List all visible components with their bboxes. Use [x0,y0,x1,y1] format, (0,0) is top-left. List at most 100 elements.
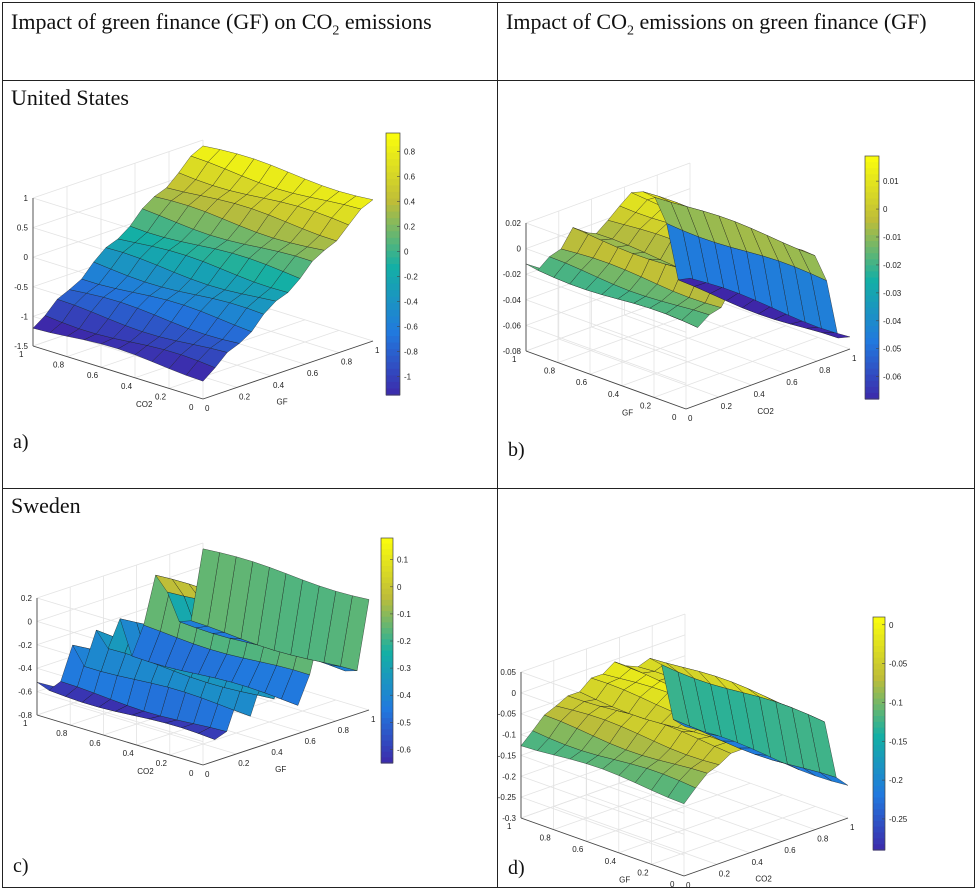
colorbar-2: 0.1 0 -0.1 -0.2 -0.3 -0.4 -0.5 -0.6 [380,537,411,764]
colorbar-band [381,706,393,713]
colorbar-tick-label: 0.2 [404,223,416,232]
colorbar-band [865,156,879,163]
colorbar-band [381,718,393,725]
z-tick-label: -0.05 [498,710,517,719]
colorbar-band [381,628,393,635]
colorbar-band [386,250,400,259]
colorbar-band [873,727,885,735]
colorbar-band [873,622,885,630]
x-axis-line [202,709,370,766]
colorbar-band [381,599,393,607]
colorbar-band [873,762,885,770]
panel-label-b: b) [508,439,525,461]
colorbar-band [381,538,393,545]
y-tick-label: 0.2 [156,759,168,768]
panel-a-cell: United States 0 0.2 0.4 0.6 0.8 1 0 0.2 0.4 0.6 0.… [2,80,498,489]
colorbar-band [865,392,879,400]
y-axis-label: GF [619,876,630,885]
colorbar-band [873,657,885,665]
colorbar-band [381,554,393,562]
y-tick-label: 0.8 [540,834,552,843]
colorbar-frame [864,155,880,400]
header-right-cell: Impact of CO2 emissions on green finance… [497,2,975,81]
colorbar-tick-label: 0 [404,248,409,257]
colorbar-tick-label: -0.05 [883,345,902,354]
colorbar-tick-label: -0.05 [889,660,908,669]
colorbar-tick-label: -0.04 [883,317,902,326]
colorbar-band [865,313,879,321]
colorbar-band [386,342,400,350]
z-tick-label: 0.02 [505,219,521,228]
country-label-us: United States [11,85,129,110]
colorbar-band [873,750,885,758]
colorbar-tick-label: -0.1 [889,698,903,707]
colorbar-band [381,633,393,640]
z-tick-label: 0 [28,617,33,626]
colorbar-tick-label: -0.2 [397,637,411,646]
wall-gridline-left-6 [520,796,685,856]
z-tick-label: -1.5 [14,342,28,351]
colorbar-band [386,362,400,370]
x-tick-label: 0.6 [305,737,317,746]
colorbar-band [386,159,400,167]
colorbar-band [381,729,393,736]
panel-d-cell: 0 0.2 0.4 0.6 0.8 1 0 0.2 0.4 0.6 0.8 1 0.05 0 -0.05 -0… [497,488,975,888]
colorbar-band [381,566,393,573]
z-tick-label: -0.06 [503,321,522,330]
colorbar-band [873,739,885,746]
surface-patch [673,719,702,731]
colorbar-1: 0.01 0 -0.01 -0.02 -0.03 -0.04 -0.05 -0.06 [864,155,902,400]
z-tick-label: 0 [517,245,522,254]
surface-3 [520,658,849,805]
colorbar-band [873,692,885,700]
x-tick-label: 1 [850,823,855,832]
floor-gridline-y-2 [618,794,783,854]
colorbar-band [386,231,400,239]
x-tick-label: 0.6 [784,846,796,855]
colorbar-band [381,571,393,578]
colorbar-band [381,701,393,708]
colorbar-band [865,326,879,333]
x-tick-label: 0.6 [307,369,319,378]
colorbar-band [865,332,879,339]
z-tick-label: -0.25 [498,793,517,802]
colorbar-tick-label: -0.15 [889,737,908,746]
colorbar-band [386,146,400,154]
plot-axes-1: 0 0.2 0.4 0.6 0.8 1 0 0.2 0.4 0.6 0.8 1 0.02 0 -0.02 -0… [503,219,857,423]
colorbar-band [873,704,885,711]
header-left-text: Impact of green finance (GF) on CO [11,9,333,34]
colorbar-band [386,139,400,147]
y-axis-line [520,817,685,877]
header-left-cell: Impact of green finance (GF) on CO2 emis… [2,2,498,81]
colorbar-band [865,362,879,370]
colorbar-band [865,192,879,200]
surface-patch [190,548,220,627]
plot-a: 0 0.2 0.4 0.6 0.8 1 0 0.2 0.4 0.6 0.8 1 1 0.5 0 -0.5 -1 -… [14,132,418,413]
colorbar-band [865,380,879,388]
colorbar-band [873,669,885,676]
colorbar-band [386,283,400,291]
colorbar-band [381,751,393,758]
colorbar-band [873,628,885,636]
colorbar-band [386,388,400,396]
z-tick-label: -0.5 [14,283,28,292]
plot-d: 0 0.2 0.4 0.6 0.8 1 0 0.2 0.4 0.6 0.8 1 0.05 0 -0.05 -0… [498,613,908,887]
colorbar-tick-label: 0 [883,205,888,214]
colorbar-tick-label: -0.6 [397,745,411,754]
x-axis-line [202,340,374,400]
colorbar-band [386,218,400,226]
colorbar-0: 0.8 0.6 0.4 0.2 0 -0.2 -0.4 -0.6 -0.8 -1 [385,132,418,396]
colorbar-band [386,270,400,278]
y-tick-label: 0.8 [544,367,556,376]
floor-gridline-y-3 [589,313,755,375]
colorbar-band [865,271,879,279]
colorbar-tick-label: -0.06 [883,373,902,382]
colorbar-band [381,740,393,747]
y-axis-label: CO2 [136,400,153,409]
colorbar-band [386,329,400,337]
panel-b-cell: 0 0.2 0.4 0.6 0.8 1 0 0.2 0.4 0.6 0.8 1 0.02 0 -0.02 -0… [497,80,975,489]
colorbar-band [873,716,885,723]
colorbar-3: 0 -0.05 -0.1 -0.15 -0.2 -0.25 [872,616,908,851]
colorbar-band [381,605,393,612]
